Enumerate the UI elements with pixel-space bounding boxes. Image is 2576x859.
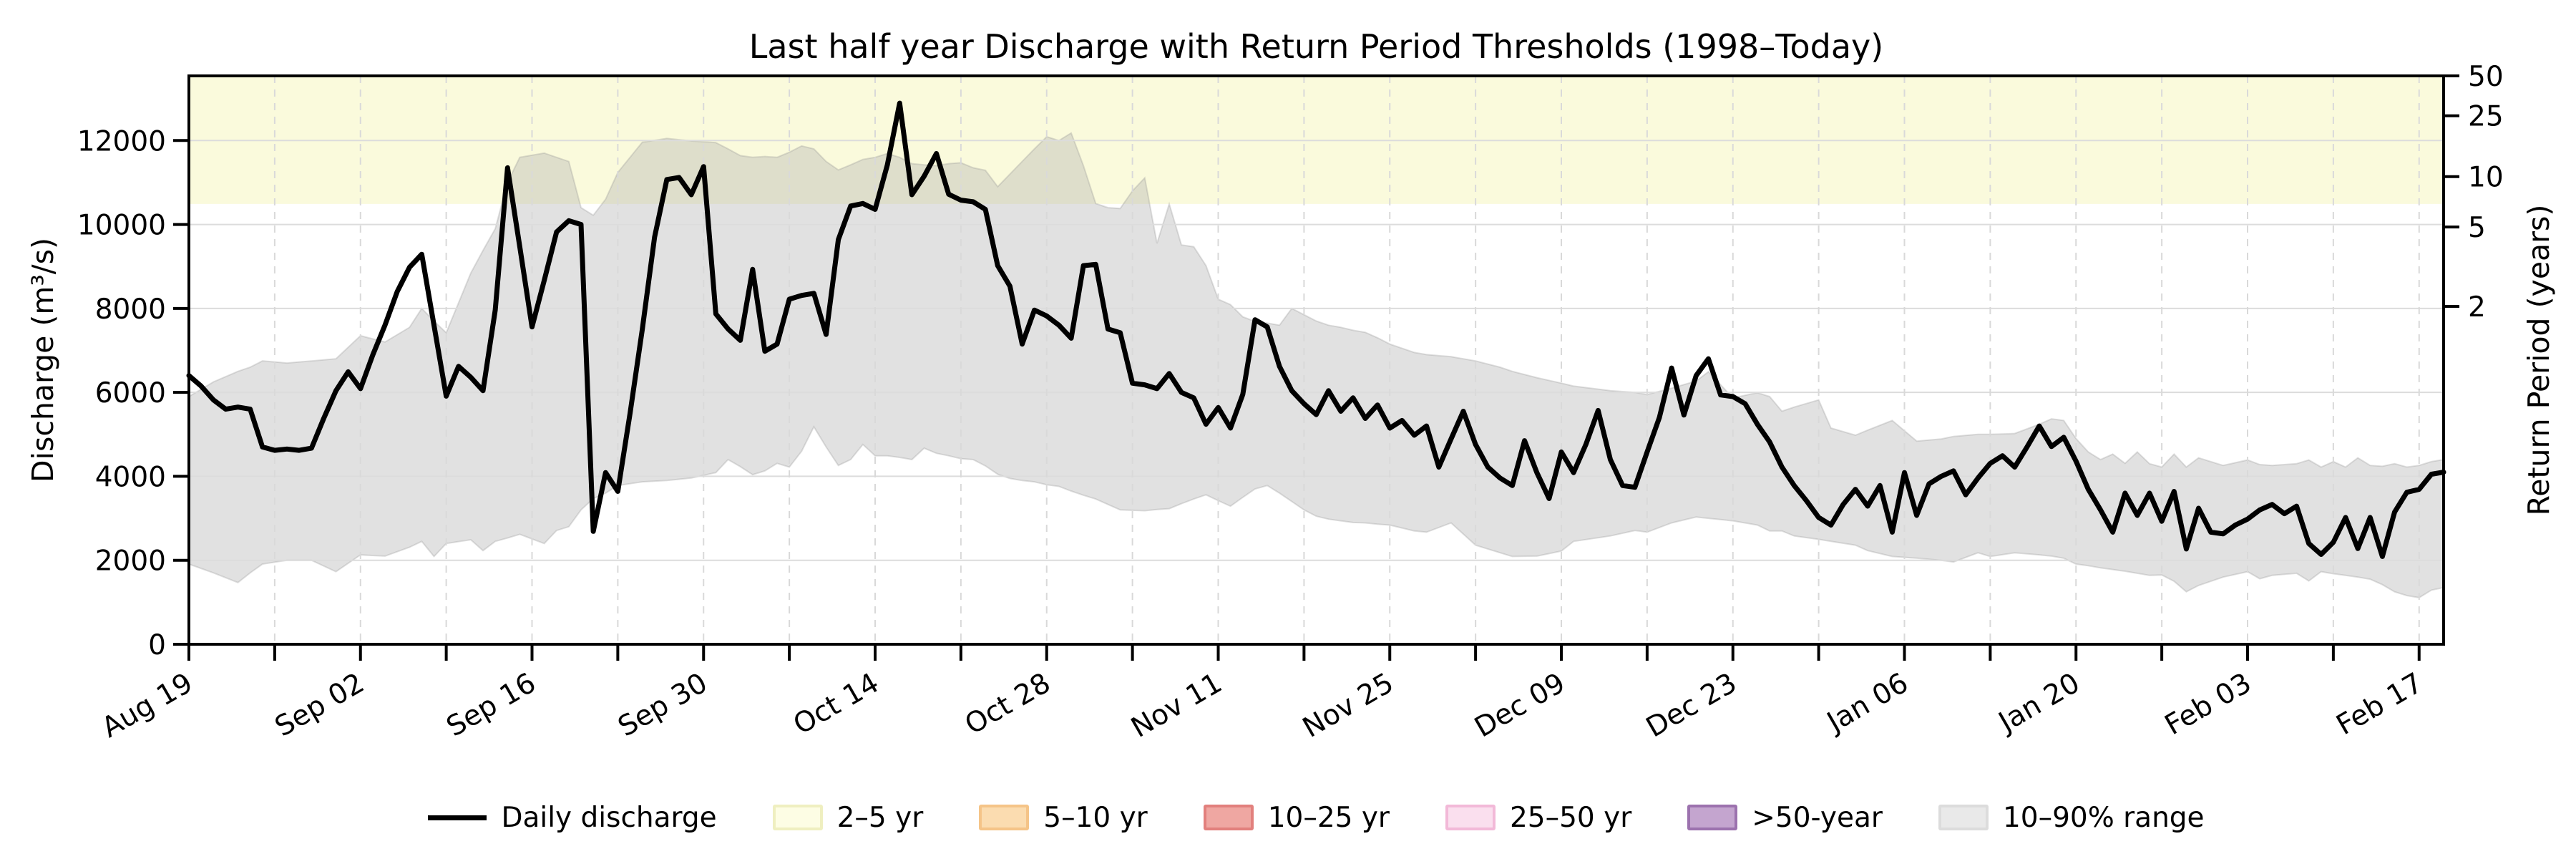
svg-text:Oct 14: Oct 14 [788, 667, 884, 742]
band-5-10yr-swatch [979, 805, 1030, 830]
svg-text:25: 25 [2468, 101, 2504, 133]
legend-label: >50-year [1752, 801, 1883, 834]
band-gt50yr-swatch [1687, 805, 1738, 830]
legend-label: 25–50 yr [1509, 801, 1632, 834]
svg-text:6000: 6000 [95, 377, 166, 409]
legend-label: Daily discharge [501, 801, 717, 834]
svg-text:0: 0 [148, 629, 166, 661]
svg-text:Dec 09: Dec 09 [1469, 667, 1571, 744]
legend-item-10-90-range: 10–90% range [1938, 802, 2205, 834]
svg-text:5: 5 [2468, 212, 2486, 244]
legend-item-25-50yr: 25–50 yr [1445, 802, 1631, 834]
svg-text:Feb 03: Feb 03 [2160, 667, 2257, 742]
legend-item-5-10yr: 5–10 yr [979, 801, 1148, 834]
band-10-90-range-swatch [1938, 805, 1989, 830]
svg-text:Jan 06: Jan 06 [1820, 667, 1914, 740]
daily-discharge-line-swatch [428, 815, 487, 820]
svg-text:Sep 30: Sep 30 [613, 667, 713, 744]
svg-text:Feb 17: Feb 17 [2331, 667, 2429, 742]
svg-text:2000: 2000 [95, 545, 166, 578]
legend-label: 2–5 yr [836, 801, 924, 834]
svg-text:Sep 16: Sep 16 [441, 667, 542, 744]
band-25-50yr-swatch [1445, 805, 1496, 830]
legend: Daily discharge 2–5 yr 5–10 yr 10–25 yr … [189, 791, 2444, 844]
svg-text:Sep 02: Sep 02 [270, 667, 370, 744]
legend-label: 10–90% range [2002, 801, 2205, 834]
svg-text:Aug 19: Aug 19 [97, 667, 198, 744]
legend-label: 5–10 yr [1043, 801, 1148, 834]
svg-text:Dec 23: Dec 23 [1641, 667, 1742, 744]
chart-title: Last half year Discharge with Return Per… [748, 27, 1884, 66]
legend-item-daily-discharge: Daily discharge [428, 801, 717, 834]
band-10-25yr-swatch [1203, 805, 1254, 830]
svg-text:Jan 20: Jan 20 [1991, 667, 2085, 740]
svg-text:8000: 8000 [95, 293, 166, 326]
legend-label: 10–25 yr [1267, 801, 1390, 834]
legend-item-10-25yr: 10–25 yr [1203, 801, 1390, 834]
legend-item-2-5yr: 2–5 yr [772, 801, 924, 834]
svg-text:50: 50 [2468, 61, 2504, 93]
svg-text:10: 10 [2468, 162, 2504, 194]
svg-text:12000: 12000 [77, 125, 166, 157]
svg-text:10000: 10000 [77, 210, 166, 242]
svg-text:4000: 4000 [95, 461, 166, 493]
svg-text:Nov 11: Nov 11 [1126, 667, 1227, 744]
svg-text:2: 2 [2468, 291, 2486, 324]
svg-text:Nov 25: Nov 25 [1297, 667, 1399, 744]
legend-item-gt50yr: >50-year [1687, 802, 1883, 834]
band-2-5yr-swatch [772, 805, 823, 830]
svg-text:Oct 28: Oct 28 [960, 667, 1056, 742]
